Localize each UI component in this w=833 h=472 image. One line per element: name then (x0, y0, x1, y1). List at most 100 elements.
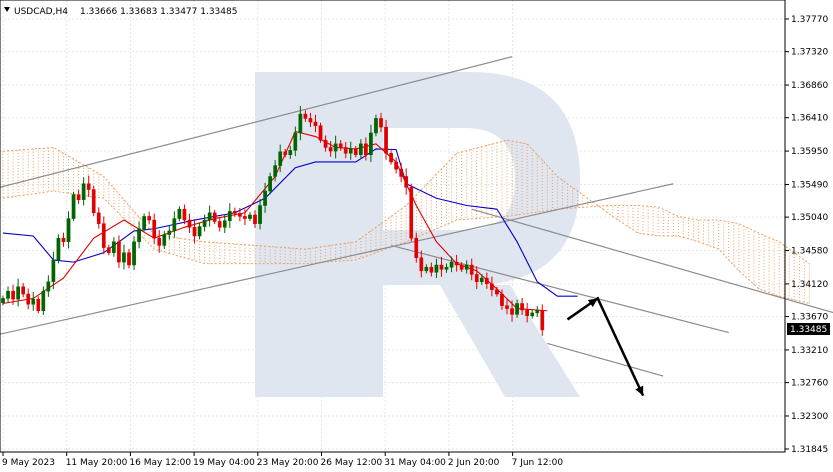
candle-body (283, 151, 288, 155)
candle (439, 256, 444, 277)
candle (525, 302, 530, 323)
candle-body (414, 237, 419, 259)
candle-body (26, 293, 31, 305)
candle (227, 203, 232, 229)
candle-body (444, 266, 449, 270)
candle (31, 291, 36, 311)
x-tick-label: 23 May 20:00 (257, 458, 319, 468)
candle-body (122, 252, 126, 263)
senkou-span-a (2, 139, 810, 304)
candle-body (217, 221, 222, 228)
candle (328, 141, 333, 157)
candle (71, 191, 76, 222)
candle (399, 162, 404, 183)
candle-body (41, 290, 46, 311)
candle (394, 157, 398, 174)
candle (142, 213, 146, 232)
candle-body (137, 228, 141, 243)
candle (338, 140, 343, 151)
candle-body (212, 212, 217, 222)
x-tick-label: 7 Jun 12:00 (512, 458, 564, 468)
candle-body (258, 205, 262, 224)
candle (182, 204, 187, 225)
candle (429, 262, 434, 277)
candle (333, 135, 338, 159)
price-badge-label: 1.33485 (790, 325, 827, 335)
candle-body (172, 218, 177, 232)
candle (364, 137, 368, 161)
candle (419, 250, 424, 278)
candle-body (248, 214, 252, 219)
candle (41, 286, 46, 315)
candle-body (46, 281, 51, 292)
axes (0, 0, 786, 453)
candle (207, 205, 212, 227)
candle (26, 288, 31, 310)
candle (243, 209, 247, 226)
candle (369, 124, 373, 163)
candle-body (106, 247, 111, 253)
candle (238, 207, 242, 222)
candle (318, 122, 323, 143)
candle-body (389, 153, 393, 163)
candle-body (1, 298, 5, 304)
candle-body (16, 286, 20, 300)
candle (374, 114, 378, 137)
candle (16, 278, 20, 307)
candle (484, 272, 489, 289)
candle (6, 286, 10, 303)
candle-body (490, 283, 494, 290)
x-tick-label: 11 May 20:00 (66, 458, 128, 468)
y-tick-label: 1.33670 (791, 313, 828, 323)
candle-body (273, 165, 278, 177)
candle-body (117, 241, 121, 263)
candle (86, 175, 91, 197)
candle-body (424, 266, 429, 272)
candle (505, 299, 509, 315)
candle-body (227, 211, 232, 222)
candle (122, 244, 126, 270)
candle (343, 141, 348, 159)
candle (495, 286, 499, 297)
candle (157, 230, 162, 253)
candle-body (222, 220, 227, 228)
candle (96, 207, 101, 229)
y-tick-label: 1.35950 (791, 147, 828, 157)
candle-body (81, 183, 86, 200)
candle (76, 189, 81, 204)
candle-body (202, 219, 207, 227)
candle-body (147, 216, 152, 221)
candle-body (127, 252, 131, 266)
candle-body (288, 150, 293, 155)
candle (61, 232, 66, 247)
candle (232, 207, 237, 217)
candle (101, 216, 106, 255)
y-tick-label: 1.31845 (791, 445, 828, 455)
candle-body (429, 266, 434, 273)
candle (11, 284, 15, 305)
x-tick-label: 2 Jun 20:00 (448, 458, 500, 468)
candle (459, 262, 464, 272)
candle (172, 211, 177, 238)
candle-body (474, 274, 479, 282)
senkou-span-b (2, 190, 810, 265)
candle-body (379, 118, 383, 128)
candle (278, 144, 283, 173)
candle-body (293, 132, 298, 151)
candle-body (404, 176, 409, 188)
candle (293, 126, 298, 157)
candle-body (515, 303, 519, 315)
candle (313, 114, 318, 133)
candle-body (207, 212, 212, 221)
candle (21, 283, 26, 298)
dropdown-triangle-icon[interactable] (4, 7, 10, 12)
candle (263, 182, 267, 213)
x-tick-label: 19 May 04:00 (193, 458, 255, 468)
candle (268, 172, 272, 195)
candle (1, 295, 5, 306)
channel-line (390, 244, 729, 334)
candle (56, 234, 61, 264)
arrowhead-up-icon (587, 298, 598, 308)
y-tick-label: 1.37320 (791, 48, 828, 58)
candle (535, 306, 540, 318)
